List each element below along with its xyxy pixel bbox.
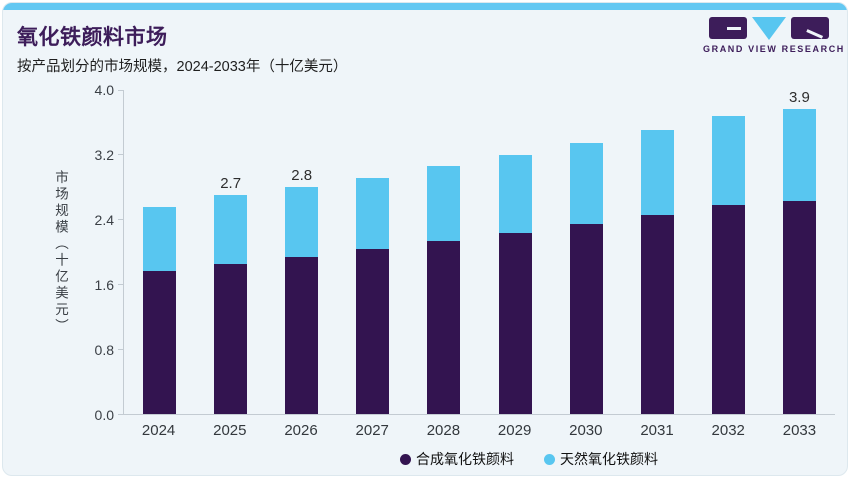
logo-v-icon: [752, 17, 786, 40]
x-tick-label-2032: 2032: [711, 422, 745, 439]
bars-container: 2.7 2.8 3.9: [124, 90, 835, 414]
bar-total-label-2026: 2.8: [291, 167, 313, 185]
bar-segment-synthetic-2028: [427, 241, 461, 414]
legend-item-natural: 天然氧化铁颜料: [544, 449, 658, 469]
chart-area: 市场规模（十亿美元） 0.0 0.8 1.6 2.4 3.2 4.0 2.7 2.8 3.9 …: [43, 82, 835, 469]
bar-segment-natural-2032: [711, 115, 745, 206]
bar-segment-natural-2033: [782, 109, 816, 202]
y-tick-label-1.6: 1.6: [94, 277, 114, 293]
x-tick-label-2028: 2028: [426, 422, 461, 439]
legend-label-natural: 天然氧化铁颜料: [560, 451, 658, 467]
chart-subtitle: 按产品划分的市场规模，2024-2033年（十亿美元）: [17, 59, 348, 75]
y-tick-label-3.2: 3.2: [94, 147, 114, 163]
legend-label-synthetic: 合成氧化铁颜料: [416, 451, 514, 467]
bar-total-label-2025: 2.7: [220, 175, 242, 193]
bar-segment-natural-2031: [640, 129, 674, 215]
bar-segment-synthetic-2029: [498, 232, 532, 414]
logo-g-bar: [727, 27, 741, 30]
bar-segment-natural-2027: [356, 177, 390, 249]
x-tick-label-2027: 2027: [355, 422, 389, 439]
y-tick-mark-2.4: [118, 219, 124, 221]
y-tick-mark-0.8: [118, 348, 124, 350]
plot-area: 2.7 2.8 3.9: [118, 89, 835, 415]
bar-segment-synthetic-2032: [711, 205, 745, 414]
x-tick-label-2026: 2026: [284, 422, 318, 439]
x-tick-label-2030: 2030: [569, 422, 603, 439]
bar-2028: [408, 90, 479, 414]
y-axis-title-column: 市场规模（十亿美元）: [43, 90, 77, 415]
gvr-logo: GRAND VIEW RESEARCH: [703, 17, 845, 54]
legend-item-synthetic: 合成氧化铁颜料: [400, 449, 514, 469]
logo-r-icon: [791, 17, 829, 39]
page-title: 氧化铁颜料市场: [17, 26, 168, 49]
bar-total-label-2033: 3.9: [788, 89, 810, 106]
logo-brand-text: GRAND VIEW RESEARCH: [703, 44, 845, 54]
bar-2024: [124, 90, 195, 414]
bar-segment-synthetic-2030: [569, 223, 603, 414]
legend: 合成氧化铁颜料 天然氧化铁颜料: [223, 449, 835, 469]
logo-g-icon: [709, 17, 747, 39]
y-tick-label-0.0: 0.0: [94, 407, 114, 423]
bar-2026: 2.8: [266, 90, 337, 414]
bar-segment-synthetic-2026: [285, 256, 319, 414]
y-axis-title: 市场规模（十亿美元）: [53, 170, 68, 335]
y-tick-label-0.8: 0.8: [94, 342, 114, 358]
bar-2032: [693, 90, 764, 414]
x-tick-label-2033: 2033: [782, 422, 817, 439]
x-tick-label-2029: 2029: [497, 422, 532, 439]
x-tick-label-2031: 2031: [640, 422, 674, 439]
x-tick-label-2024: 2024: [141, 422, 176, 439]
y-tick-mark-3.2: [118, 154, 124, 156]
bar-segment-natural-2029: [498, 154, 532, 233]
bar-2033: 3.9: [764, 90, 835, 414]
logo-r-leg: [806, 29, 824, 39]
gvr-logo-marks: [703, 17, 835, 40]
bar-segment-synthetic-2033: [782, 201, 816, 414]
accent-strip: [3, 3, 847, 10]
header: 氧化铁颜料市场 按产品划分的市场规模，2024-2033年（十亿美元） GRAN…: [3, 10, 847, 76]
y-tick-mark-4.0: [118, 89, 124, 91]
bar-segment-natural-2024: [143, 207, 177, 272]
bar-2027: [337, 90, 408, 414]
y-tick-label-4.0: 4.0: [94, 82, 114, 98]
bar-2029: [479, 90, 550, 414]
x-tick-label-2025: 2025: [213, 422, 247, 439]
bar-segment-natural-2028: [427, 166, 461, 242]
bar-2031: [622, 90, 693, 414]
y-tick-mark-1.6: [118, 283, 124, 285]
bar-segment-synthetic-2025: [214, 264, 248, 414]
bar-segment-synthetic-2031: [640, 214, 674, 414]
y-axis-tick-labels: 0.0 0.8 1.6 2.4 3.2 4.0: [77, 82, 123, 423]
legend-dot-synthetic-icon: [400, 453, 411, 465]
plot-wrap: 2.7 2.8 3.9 2024 2025 2026 2027 2028 2029 2030 20…: [118, 89, 835, 469]
y-tick-label-2.4: 2.4: [94, 212, 114, 228]
bar-segment-synthetic-2027: [356, 248, 390, 414]
bar-2025: 2.7: [195, 90, 266, 414]
bar-segment-natural-2025: [214, 195, 248, 265]
bar-segment-natural-2030: [569, 142, 603, 224]
x-axis-labels: 2024 2025 2026 2027 2028 2029 2030 2031 2032 2033: [123, 422, 835, 439]
bar-segment-synthetic-2024: [143, 271, 177, 414]
legend-dot-natural-icon: [544, 453, 555, 465]
bar-2030: [551, 90, 622, 414]
bar-segment-natural-2026: [285, 187, 319, 257]
y-tick-mark-0.0: [118, 413, 124, 415]
